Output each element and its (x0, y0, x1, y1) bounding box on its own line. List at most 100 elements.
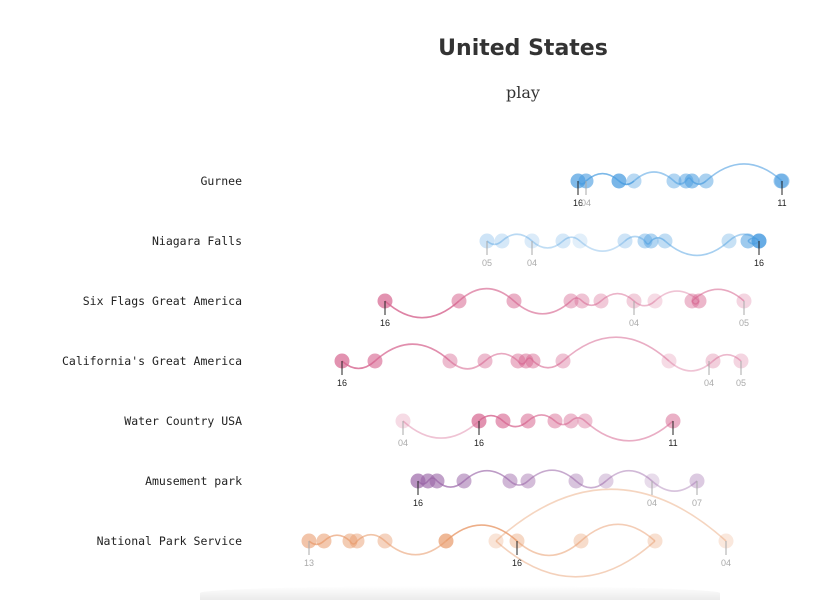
tick-label: 16 (754, 258, 764, 268)
series-arc (495, 540, 656, 578)
data-point (316, 533, 332, 549)
data-point (740, 233, 756, 249)
data-point (698, 173, 714, 189)
tick-label: 04 (647, 498, 657, 508)
data-point (518, 353, 534, 369)
series-arc (531, 240, 564, 249)
series-arc (712, 353, 742, 362)
series-arc (532, 360, 564, 369)
series-arc (445, 524, 518, 542)
data-point (617, 233, 633, 249)
series-arc (579, 240, 626, 252)
tick-label: 13 (304, 558, 314, 568)
data-point (563, 293, 579, 309)
series-arc (600, 292, 635, 302)
series-arc (581, 300, 602, 307)
series-row: California's Great America 16 04 05 (62, 336, 749, 388)
data-point (657, 233, 673, 249)
data-point (438, 533, 454, 549)
series-arc (384, 540, 447, 556)
data-point (367, 353, 383, 369)
series-arc (570, 297, 583, 302)
data-point (520, 473, 536, 489)
series-arc (575, 480, 607, 489)
tick-label: 16 (337, 378, 347, 388)
tick-label: 07 (692, 498, 702, 508)
series-arc (384, 300, 460, 319)
data-point (598, 473, 614, 489)
data-point (577, 413, 593, 429)
data-point (495, 413, 511, 429)
series-arc (516, 540, 582, 557)
data-point (626, 173, 642, 189)
tick-label: 04 (527, 258, 537, 268)
series-arc (513, 300, 572, 315)
chart-subtitle: play (506, 83, 540, 102)
series-row: National Park Service 13 16 04 (97, 488, 734, 578)
tick-label: 16 (573, 198, 583, 208)
series-arc (449, 360, 486, 370)
series-arc (484, 352, 519, 362)
series-arc (580, 523, 656, 542)
data-point (349, 533, 365, 549)
row-label: National Park Service (97, 534, 242, 548)
data-point (705, 353, 721, 369)
series-arc (691, 300, 700, 305)
data-point (684, 173, 700, 189)
tick-label: 11 (668, 438, 677, 448)
series-arc (509, 480, 529, 486)
series-arc (633, 300, 656, 307)
data-point (691, 293, 707, 309)
data-point (451, 293, 467, 309)
series-arc (402, 420, 480, 439)
data-point (477, 353, 493, 369)
tick-label: 04 (704, 378, 714, 388)
series-arc (705, 163, 783, 182)
series-arc (562, 336, 670, 362)
data-point (342, 533, 358, 549)
data-point (547, 413, 563, 429)
series-arc (691, 288, 745, 302)
series-arc (633, 171, 675, 182)
data-point (647, 293, 663, 309)
data-point (773, 173, 789, 189)
tick-label: 16 (380, 318, 390, 328)
row-label: Six Flags Great America (83, 294, 242, 308)
data-point (573, 533, 589, 549)
series-row: Six Flags Great America 16 04 05 (83, 287, 752, 328)
data-point (502, 473, 518, 489)
series-arc (664, 240, 730, 257)
tick-label: 04 (721, 558, 731, 568)
data-point (442, 353, 458, 369)
series-arc (495, 488, 727, 542)
data-point (377, 533, 393, 549)
row-label: California's Great America (62, 354, 242, 368)
tick-label: 04 (581, 198, 591, 208)
data-point (721, 233, 737, 249)
tick-label: 16 (512, 558, 522, 568)
data-point (661, 353, 677, 369)
data-point (506, 293, 522, 309)
data-point (611, 173, 627, 189)
tick-label: 16 (474, 438, 484, 448)
data-point (488, 533, 504, 549)
data-point (555, 233, 571, 249)
tick-label: 05 (736, 378, 746, 388)
tick-label: 11 (777, 198, 786, 208)
series-arc (570, 417, 586, 422)
row-label: Amusement park (145, 474, 242, 488)
series-row: Niagara Falls 05 04 16 (152, 233, 767, 268)
series-arc (458, 287, 515, 302)
series-arc (374, 343, 451, 362)
series-arc (501, 233, 533, 242)
tick-label: 16 (413, 498, 423, 508)
series-arc (486, 240, 503, 246)
data-point (525, 353, 541, 369)
series-arc (605, 469, 653, 482)
data-point (643, 233, 659, 249)
series-arc (584, 420, 674, 442)
series-arc (554, 420, 572, 426)
series-arc (356, 533, 386, 542)
